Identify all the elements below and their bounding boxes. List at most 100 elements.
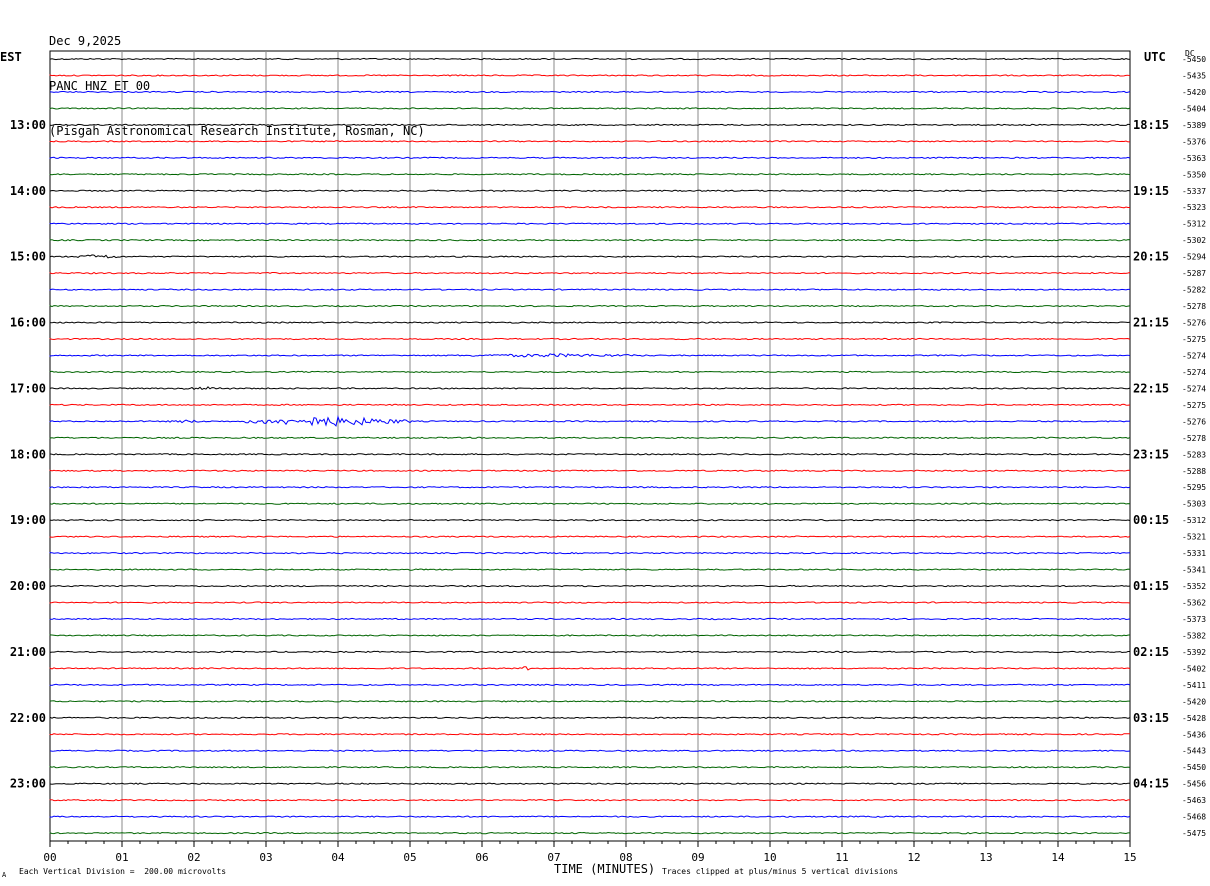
dc-value-label: -5428 xyxy=(1182,714,1206,723)
left-hour-label: 15:00 xyxy=(10,250,46,264)
x-tick-label: 00 xyxy=(43,851,56,864)
seismic-trace xyxy=(49,568,1131,571)
right-hour-label: 19:15 xyxy=(1133,184,1169,198)
dc-value-label: -5436 xyxy=(1182,730,1206,739)
x-tick-label: 02 xyxy=(187,851,200,864)
right-hour-label: 21:15 xyxy=(1133,316,1169,330)
dc-value-label: -5341 xyxy=(1182,566,1206,575)
dc-value-label: -5274 xyxy=(1182,368,1206,377)
left-hour-label: 20:00 xyxy=(10,579,46,593)
dc-value-label: -5456 xyxy=(1182,780,1206,789)
seismic-trace xyxy=(49,469,1131,472)
dc-value-label: -5302 xyxy=(1182,236,1206,245)
right-hour-label: 04:15 xyxy=(1133,777,1169,791)
seismic-trace xyxy=(49,535,1131,538)
right-hour-label: 20:15 xyxy=(1133,250,1169,264)
seismic-trace xyxy=(49,239,1131,242)
x-tick-label: 05 xyxy=(403,851,416,864)
seismic-trace xyxy=(49,206,1130,209)
seismic-trace xyxy=(49,486,1131,489)
dc-value-label: -5468 xyxy=(1182,813,1206,822)
seismic-trace xyxy=(49,386,1131,391)
seismic-trace xyxy=(49,123,1131,127)
seismic-trace xyxy=(49,799,1130,802)
seismic-trace xyxy=(49,650,1130,654)
dc-value-label: -5376 xyxy=(1182,137,1206,146)
seismic-trace xyxy=(49,683,1131,687)
chart-station: PANC HNZ ET 00 xyxy=(49,79,151,93)
x-tick-label: 03 xyxy=(259,851,272,864)
dc-value-label: -5420 xyxy=(1182,88,1206,97)
right-hour-label: 03:15 xyxy=(1133,711,1169,725)
seismic-trace xyxy=(49,601,1131,604)
seismic-trace xyxy=(49,733,1131,736)
seismic-trace xyxy=(49,551,1131,555)
seismic-trace xyxy=(49,189,1131,192)
dc-value-label: -5331 xyxy=(1182,549,1206,558)
dc-value-label: -5295 xyxy=(1182,483,1206,492)
chart-location: (Pisgah Astronomical Research Institute,… xyxy=(49,124,425,138)
seismic-trace xyxy=(49,716,1131,719)
x-tick-label: 14 xyxy=(1051,851,1065,864)
dc-value-label: -5274 xyxy=(1182,351,1206,360)
right-hour-label: 00:15 xyxy=(1133,513,1169,527)
seismic-trace xyxy=(49,156,1131,159)
seismic-trace xyxy=(49,321,1131,324)
x-tick-label: 06 xyxy=(475,851,488,864)
seismic-trace xyxy=(49,519,1131,522)
seismic-trace xyxy=(49,90,1131,94)
dc-value-label: -5373 xyxy=(1182,615,1206,624)
dc-value-label: -5275 xyxy=(1182,335,1206,344)
plot-frame xyxy=(49,50,1131,842)
seismic-trace xyxy=(49,271,1131,275)
seismic-trace xyxy=(49,353,1131,358)
dc-value-label: -5350 xyxy=(1182,170,1206,179)
x-tick-label: 12 xyxy=(907,851,920,864)
dc-value-label: -5294 xyxy=(1182,253,1206,262)
x-axis-title: TIME (MINUTES) xyxy=(554,862,656,876)
left-hour-label: 13:00 xyxy=(10,118,46,132)
left-hour-label: 21:00 xyxy=(10,645,46,659)
right-hour-label: 23:15 xyxy=(1133,447,1169,461)
left-hour-label: 17:00 xyxy=(10,381,46,395)
x-tick-label: 15 xyxy=(1123,851,1136,864)
seismic-trace xyxy=(49,782,1131,785)
dc-value-label: -5475 xyxy=(1182,829,1206,838)
seismic-trace xyxy=(49,453,1131,456)
dc-value-label: -5278 xyxy=(1182,302,1206,311)
seismic-trace xyxy=(49,415,1131,427)
seismic-trace xyxy=(49,831,1130,835)
seismic-trace xyxy=(49,304,1131,308)
dc-value-label: -5283 xyxy=(1182,450,1206,459)
seismic-trace xyxy=(49,254,1131,259)
chart-header: Dec 9,2025 PANC HNZ ET 00 (Pisgah Astron… xyxy=(49,4,425,154)
seismic-trace xyxy=(49,436,1131,439)
left-hour-label: 22:00 xyxy=(10,711,46,725)
dc-value-label: -5463 xyxy=(1182,796,1206,805)
dc-value-label: -5389 xyxy=(1182,121,1206,130)
left-hour-label: 19:00 xyxy=(10,513,46,527)
dc-value-label: -5363 xyxy=(1182,154,1206,163)
x-tick-label: 13 xyxy=(979,851,992,864)
x-tick-label: 07 xyxy=(547,851,560,864)
seismic-trace xyxy=(49,74,1131,77)
right-hour-label: 01:15 xyxy=(1133,579,1169,593)
seismic-trace xyxy=(49,370,1131,374)
left-hour-label: 16:00 xyxy=(10,316,46,330)
dc-value-label: -5303 xyxy=(1182,500,1206,509)
seismic-trace xyxy=(49,634,1131,637)
left-timezone-label: EST xyxy=(0,50,22,64)
right-hour-label: 02:15 xyxy=(1133,645,1169,659)
seismic-trace xyxy=(49,288,1130,291)
right-hour-label: 18:15 xyxy=(1133,118,1169,132)
dc-value-label: -5275 xyxy=(1182,401,1206,410)
dc-value-label: -5362 xyxy=(1182,599,1206,608)
x-tick-label: 04 xyxy=(331,851,345,864)
dc-value-label: -5435 xyxy=(1182,71,1206,80)
x-tick-label: 11 xyxy=(835,851,848,864)
x-tick-label: 08 xyxy=(619,851,632,864)
seismic-trace xyxy=(49,403,1131,407)
seismic-trace xyxy=(49,815,1131,818)
dc-value-label: -5274 xyxy=(1182,384,1206,393)
